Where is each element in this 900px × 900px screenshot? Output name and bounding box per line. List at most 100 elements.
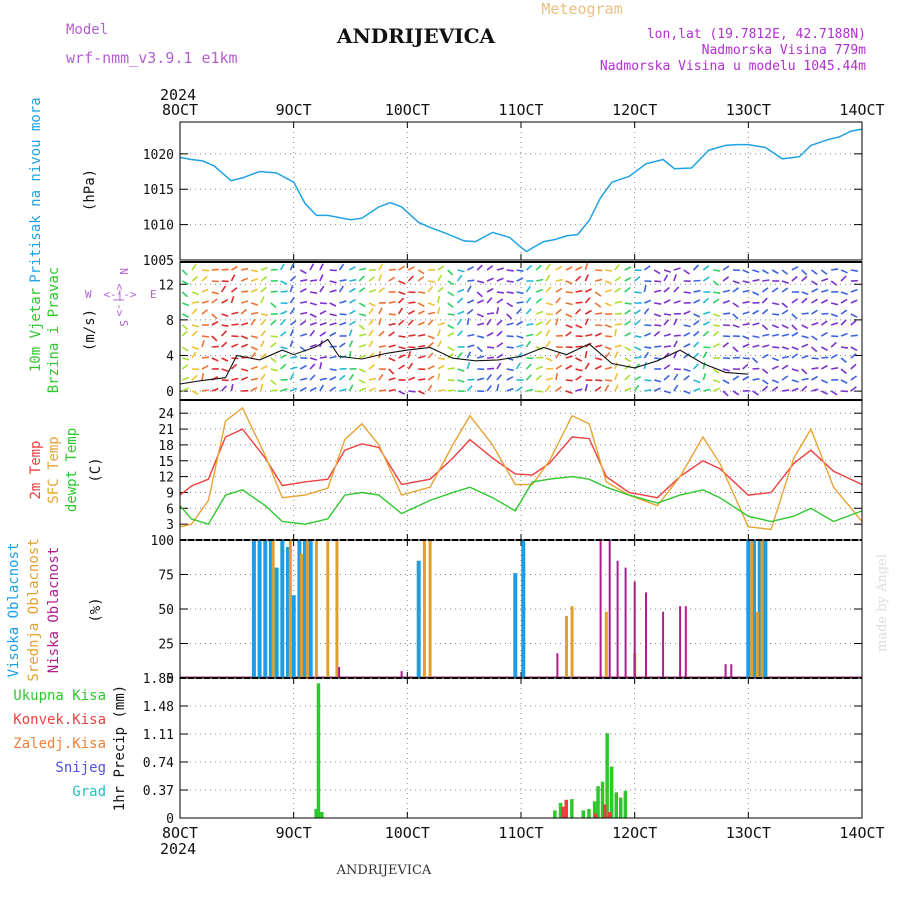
wind-vector [801,335,809,339]
wind-vector [673,384,679,392]
wind-vector [240,376,249,381]
wind-vector [702,351,708,359]
wind-vector [703,311,711,315]
wind-vector [820,346,828,352]
wind-vector [427,285,434,293]
wind-vector [290,366,298,370]
wind-vector [761,324,769,331]
wind-vector [565,313,573,318]
wind-vector [329,368,337,372]
wind-vector [398,346,406,350]
wind-vector [536,356,544,359]
wind-vector [231,377,239,381]
wind-vector [388,300,396,304]
precip-bar [320,811,324,818]
wind-vector [290,387,298,392]
wind-vector [299,386,307,392]
wind-vector [535,321,543,326]
wind-vector [211,345,219,348]
wind-vector [525,308,532,315]
wind-vector [221,268,229,271]
wind-vector [191,324,200,328]
wind-vector [850,363,857,370]
cloud-bar [257,540,262,678]
product-label: Meteogram [541,0,622,18]
wind-vector [722,299,730,304]
wind-vector [408,390,416,393]
wind-vector [516,291,524,295]
wind-vector [329,269,337,272]
wind-vector [525,264,533,271]
wind-vector [476,346,483,353]
compass-ns-arrow: <-|-> [113,283,126,316]
wind-vector [240,308,247,315]
wind-vector [496,298,504,304]
wind-vector [280,330,287,337]
wind-vector [614,328,618,337]
wind-vector [634,346,642,351]
wind-vector [781,309,789,315]
wind-vector [693,387,701,392]
y-tick-label: 12 [158,278,174,293]
precip-bar [561,806,565,818]
cloud-axis-title-low: Niska Oblacnost [46,547,62,673]
cloud-axis-title-high: Visoka Oblacnost [6,543,22,678]
wind-vector [250,302,259,306]
wind-vector [722,324,731,327]
precip-bar [614,792,618,818]
wind-vector [575,301,583,304]
wind-vector [654,379,662,383]
wind-vector [300,311,308,315]
wind-vector [683,291,691,294]
wind-vector [801,355,809,359]
wind-vector [191,390,199,395]
lonlat-label: lon,lat (19.7812E, 42.7188N) [647,27,866,42]
wind-vector [525,363,532,370]
cloud-bar [308,540,313,678]
wind-vector [604,366,613,370]
wind-vector [673,351,678,359]
wind-vector [712,343,720,348]
temp-axis-title-dew: dewpt Temp [64,428,80,512]
wind-vector [574,308,582,315]
compass-e: E [150,288,157,301]
wind-vector [742,363,749,370]
wind-vector [791,387,799,392]
wind-vector [575,324,583,329]
y-tick-label: 1.11 [143,728,174,743]
wind-vector [762,279,770,282]
wind-vector [427,280,436,283]
wind-vector [496,353,504,359]
wind-vector [496,384,500,392]
wind-vector [437,286,444,293]
wind-vector [486,297,493,304]
wind-vector [309,279,318,282]
wind-vector [388,331,395,337]
wind-vector [309,313,317,318]
wind-vector [595,379,603,382]
wind-vector [546,313,554,316]
wind-vector [634,291,642,294]
wind-vector [791,368,799,372]
wind-vector [673,368,681,371]
wind-vector [712,313,721,318]
wind-vector [309,363,316,370]
wind-vector [761,297,768,304]
wind-vector [752,344,760,348]
model-name: wrf-nmm_v3.9.1 e1km [66,49,238,67]
wind-vector [781,364,789,370]
wind-vector [447,389,455,392]
wind-vector [506,376,514,381]
wind-vector [201,288,209,293]
wind-vector [358,275,365,282]
wind-vector [388,313,396,316]
wind-vector [693,319,700,326]
wind-vector [555,364,563,370]
wind-vector [496,362,502,370]
wind-vector [526,333,534,337]
wind-vector [604,335,613,338]
wind-vector [624,331,632,337]
wind-vector [368,387,376,392]
wind-vector [506,387,514,392]
wind-vector [673,274,677,282]
